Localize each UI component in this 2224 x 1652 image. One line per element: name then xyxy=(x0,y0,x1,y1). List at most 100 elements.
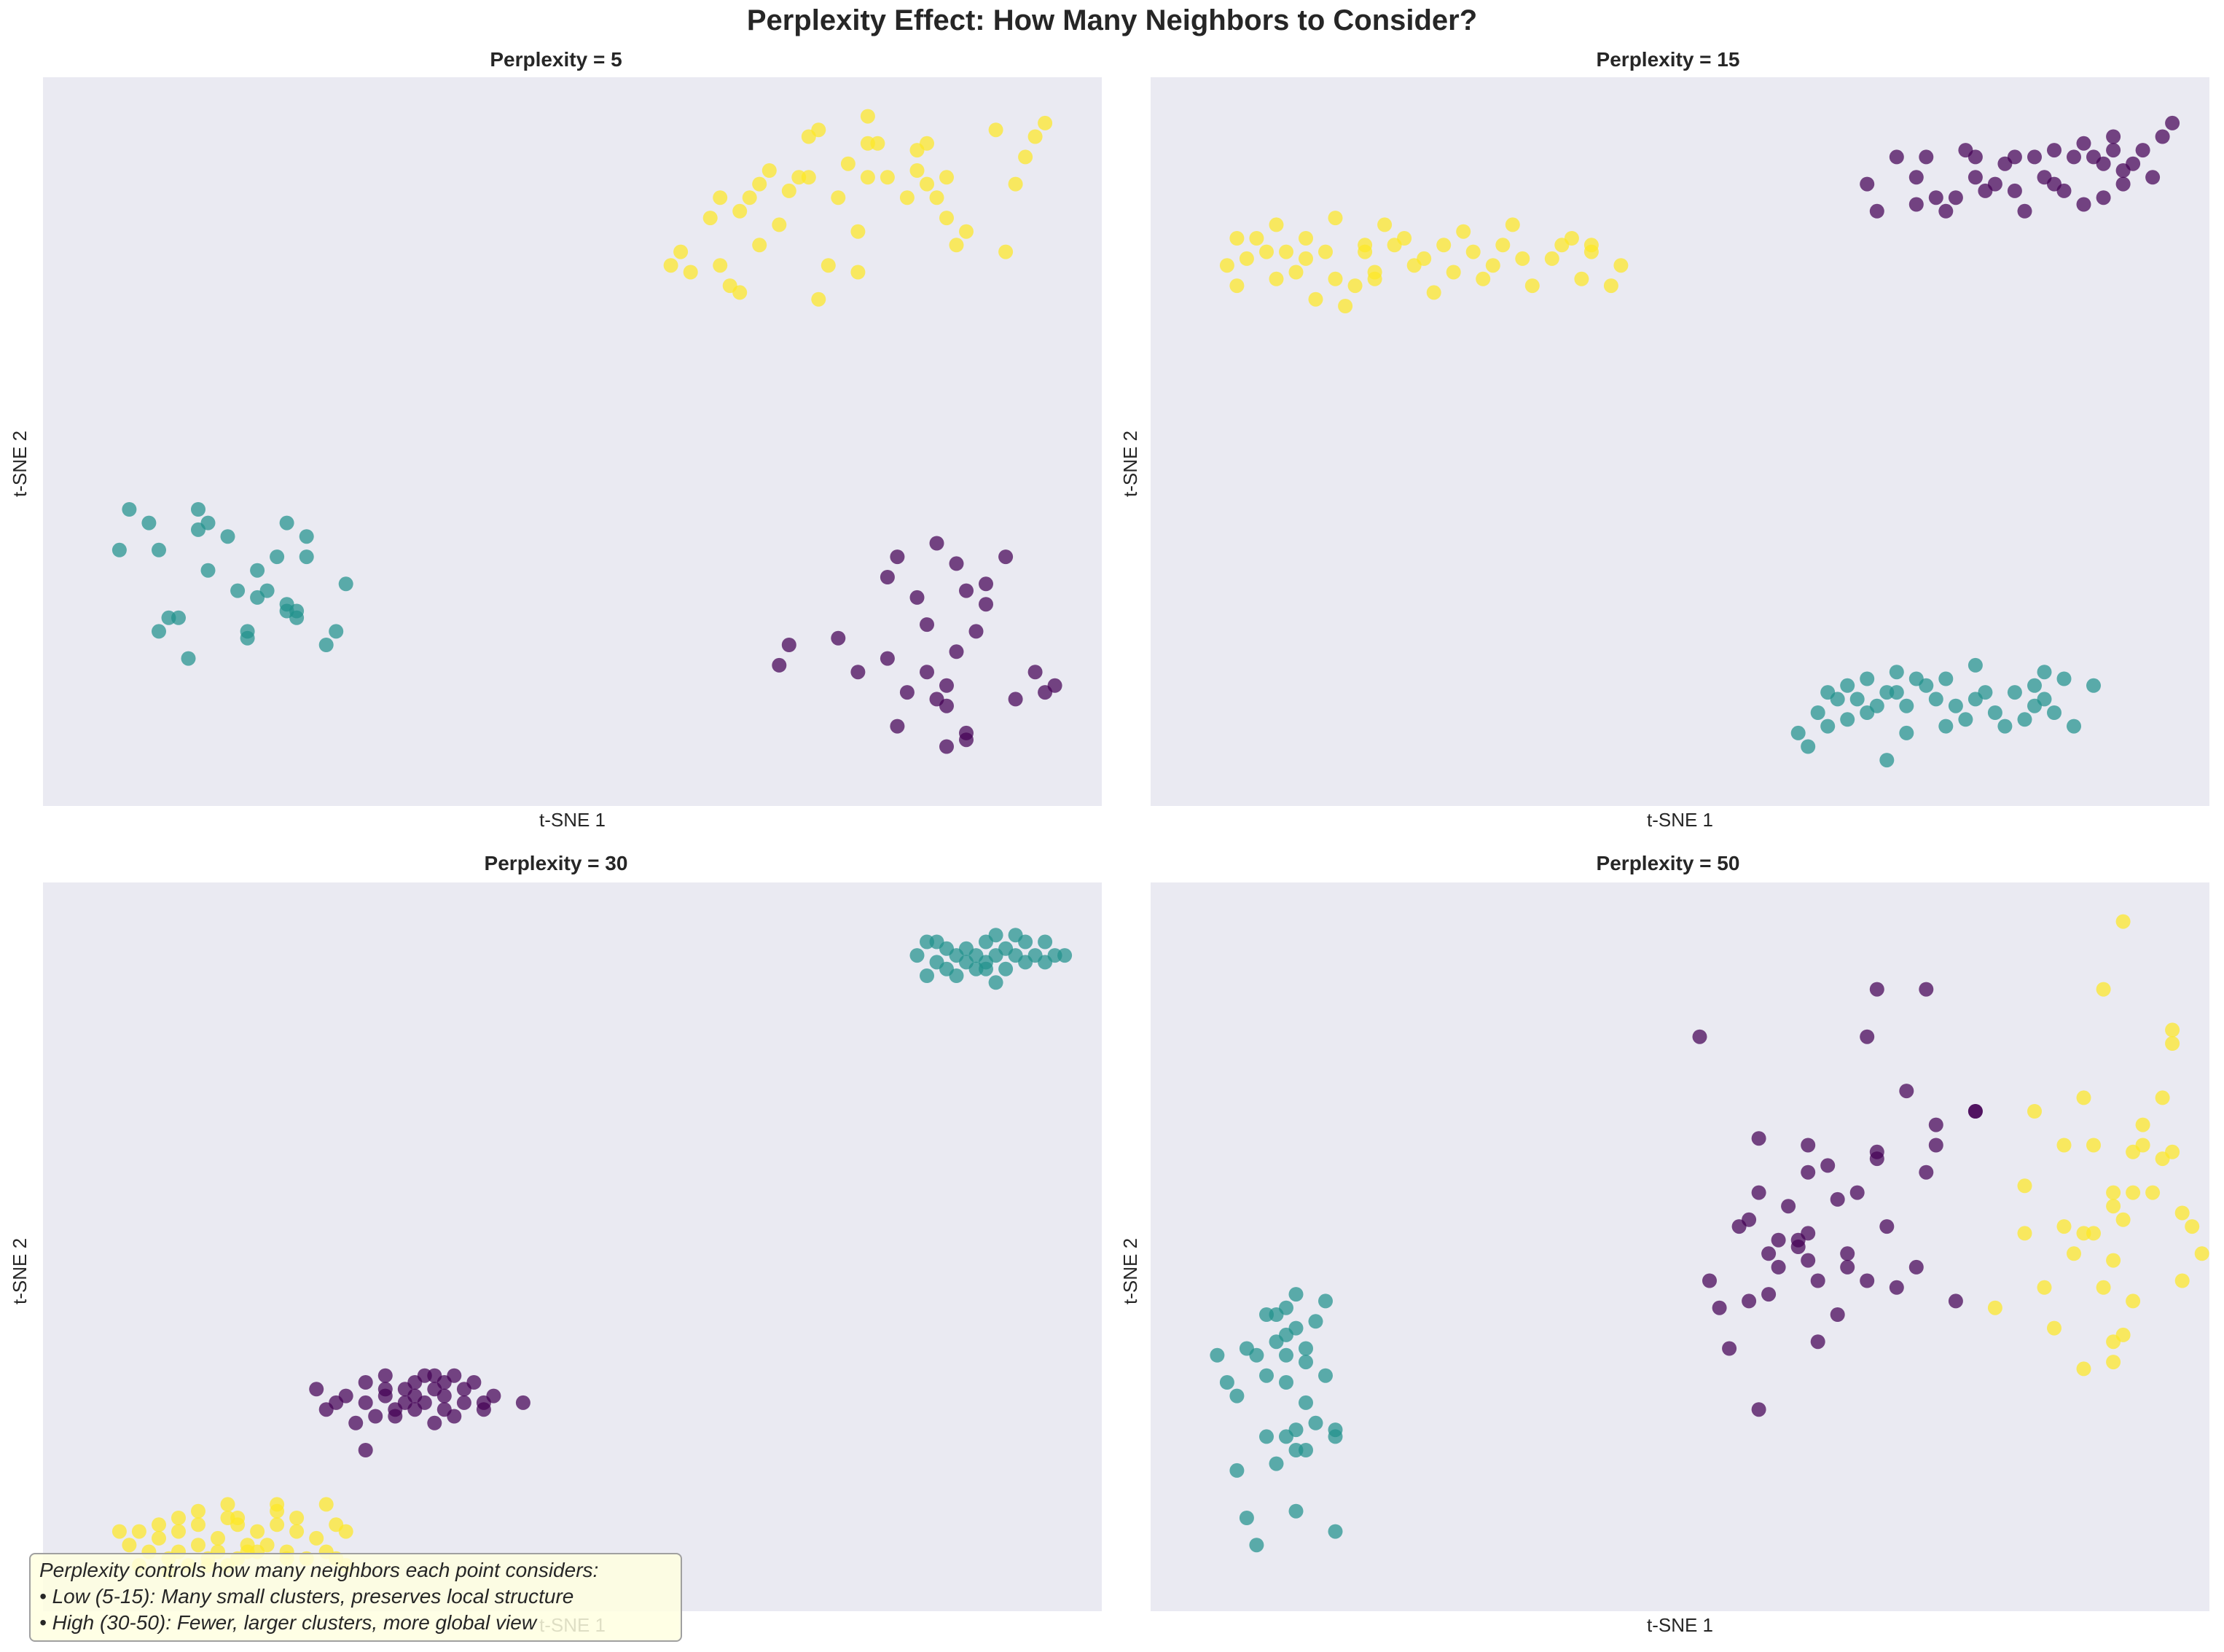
scatter-point xyxy=(1928,190,1943,205)
scatter-point xyxy=(1869,698,1884,713)
scatter-point xyxy=(909,163,925,178)
scatter-point xyxy=(673,244,689,259)
scatter-point xyxy=(259,583,275,598)
scatter-point xyxy=(2067,1246,2081,1261)
scatter-point xyxy=(279,515,294,531)
scatter-point xyxy=(1515,251,1530,266)
scatter-point xyxy=(1328,271,1343,286)
scatter-point xyxy=(358,1395,373,1410)
scatter-point xyxy=(2135,1138,2150,1153)
scatter-point xyxy=(2007,149,2022,165)
scatter-point xyxy=(1967,170,1983,185)
scatter-point xyxy=(2135,1117,2150,1132)
scatter-point xyxy=(1958,712,1973,727)
scatter-point xyxy=(270,549,285,565)
scatter-point xyxy=(2106,143,2121,158)
scatter-point xyxy=(1259,1307,1274,1322)
scatter-point xyxy=(1495,238,1511,253)
scatter-point xyxy=(1830,1191,1845,1207)
scatter-point xyxy=(200,515,216,531)
scatter-point xyxy=(1358,238,1373,253)
series-0 xyxy=(1692,982,1983,1417)
scatter-point xyxy=(880,570,895,584)
scatter-point xyxy=(1308,1415,1323,1430)
scatter-point xyxy=(840,156,855,171)
scatter-point xyxy=(388,1409,403,1424)
scatter-point xyxy=(1436,238,1452,253)
scatter-point xyxy=(2165,1144,2180,1159)
scatter-point xyxy=(152,624,166,639)
scatter-point xyxy=(1751,1185,1766,1200)
scatter-point xyxy=(1229,278,1245,294)
scatter-point xyxy=(1018,149,1033,165)
scatter-point xyxy=(920,176,934,192)
scatter-point xyxy=(515,1395,530,1410)
scatter-point xyxy=(1259,244,1274,259)
scatter-point xyxy=(191,1517,205,1532)
scatter-point xyxy=(1908,1259,1924,1275)
scatter-point xyxy=(1299,1355,1313,1370)
scatter-point xyxy=(1879,1219,1895,1234)
scatter-point xyxy=(1938,203,1954,219)
scatter-point xyxy=(1908,197,1924,212)
scatter-point xyxy=(772,217,787,232)
scatter-point xyxy=(1239,1341,1254,1356)
scatter-point xyxy=(289,603,305,619)
scatter-point xyxy=(1347,278,1363,294)
scatter-point xyxy=(860,170,875,185)
scatter-point xyxy=(191,1503,205,1519)
scatter-point xyxy=(998,961,1014,976)
scatter-point xyxy=(761,163,777,178)
scatter-point xyxy=(732,285,748,300)
scatter-point xyxy=(2155,129,2170,144)
series-1 xyxy=(1790,657,2101,768)
scatter-point xyxy=(1583,238,1599,253)
scatter-point xyxy=(1869,203,1884,219)
scatter-point xyxy=(1801,1226,1816,1241)
scatter-point xyxy=(2027,1104,2042,1119)
scatter-point xyxy=(1328,1429,1343,1444)
scatter-point xyxy=(2017,203,2032,219)
scatter-point xyxy=(998,244,1014,259)
scatter-point xyxy=(959,583,974,598)
scatter-point xyxy=(2106,129,2121,144)
scatter-point xyxy=(250,563,265,578)
scatter-point xyxy=(466,1375,482,1390)
scatter-point xyxy=(1790,725,1806,740)
scatter-point xyxy=(1239,1511,1254,1525)
scatter-canvas xyxy=(1210,914,2209,1553)
subplot-perplexity-15: Perplexity = 15 t-SNE 1 t-SNE 2 xyxy=(1112,44,2224,853)
scatter-point xyxy=(1603,278,1618,294)
scatter-point xyxy=(2076,1361,2091,1377)
scatter-point xyxy=(1840,1259,1855,1275)
scatter-point xyxy=(1928,692,1943,707)
scatter-point xyxy=(1761,1246,1777,1261)
scatter-point xyxy=(998,549,1014,565)
scatter-point xyxy=(1299,1395,1313,1410)
scatter-point xyxy=(2017,1226,2032,1241)
scatter-point xyxy=(2126,1185,2141,1200)
scatter-point xyxy=(1967,149,1983,165)
scatter-point xyxy=(2056,671,2072,686)
scatter-point xyxy=(1889,149,1904,165)
scatter-point xyxy=(1456,224,1471,239)
x-axis-label: t-SNE 1 xyxy=(1646,809,1714,831)
scatter-point xyxy=(1928,1138,1943,1153)
scatter-point xyxy=(1810,705,1825,720)
scatter-point xyxy=(1367,271,1382,286)
scatter-point xyxy=(781,183,796,198)
scatter-point xyxy=(1801,1164,1816,1180)
scatter-point xyxy=(348,1415,364,1430)
scatter-point xyxy=(318,1497,334,1512)
scatter-point xyxy=(1751,1402,1766,1417)
scatter-point xyxy=(752,238,767,253)
scatter-point xyxy=(2076,136,2091,151)
scatter-point xyxy=(1751,1131,1766,1146)
scatter-point xyxy=(338,576,353,592)
scatter-point xyxy=(1899,725,1914,740)
scatter-point xyxy=(2115,914,2131,929)
scatter-point xyxy=(1771,1259,1786,1275)
scatter-point xyxy=(1288,1320,1304,1336)
scatter-point xyxy=(447,1368,462,1383)
scatter-point xyxy=(2047,143,2061,158)
